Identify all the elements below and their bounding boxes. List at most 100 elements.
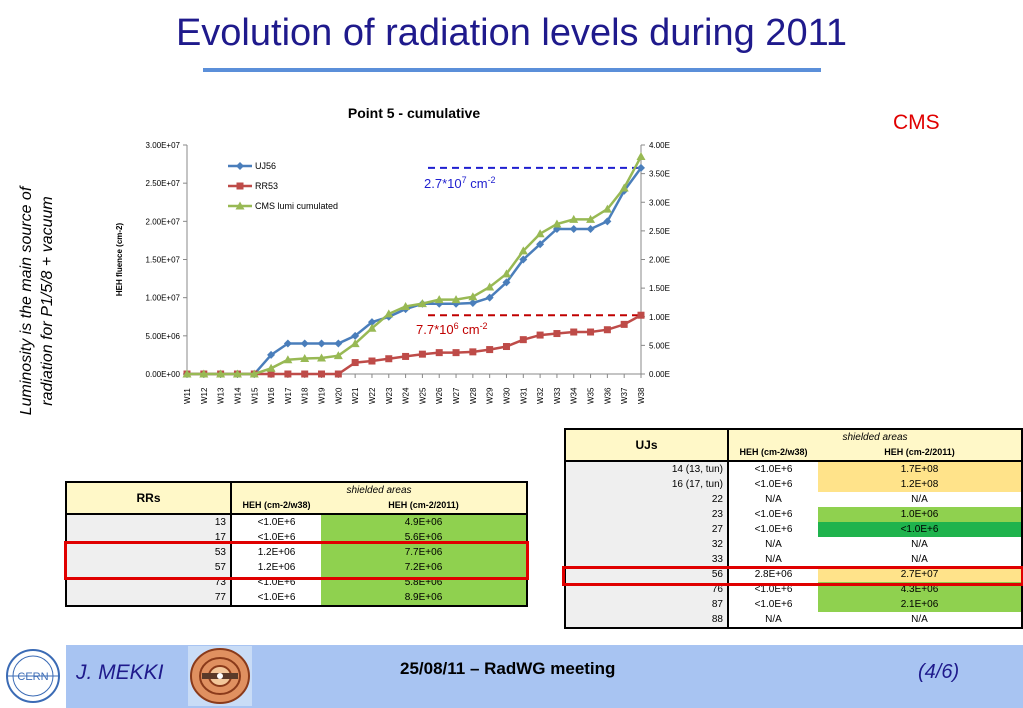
data-point — [333, 351, 343, 360]
cumulative-chart: Point 5 - cumulative 0.00E+00 5.00E+06 1.00… — [115, 105, 670, 404]
uj-cell-w38: N/A — [765, 494, 782, 505]
left-tick-label: 0.00E+00 — [146, 370, 181, 379]
x-tick-label: W34 — [570, 387, 579, 404]
uj-row-label: 27 — [566, 522, 729, 537]
x-tick-label: W31 — [519, 387, 528, 404]
cms-label: CMS — [893, 111, 940, 134]
footer-page-number: (4/6) — [918, 661, 960, 683]
x-tick-label: W13 — [217, 387, 226, 404]
series-line — [187, 167, 643, 376]
rr-highlight-box — [64, 541, 529, 580]
right-tick-label: 5.00E+02 — [649, 341, 670, 350]
data-point — [435, 299, 444, 308]
x-tick-label: W18 — [301, 387, 310, 404]
x-tick-label: W15 — [250, 387, 259, 404]
rr-row: 77 <1.0E+6 8.9E+06 — [67, 590, 526, 605]
data-point — [468, 292, 478, 301]
left-tick-label: 2.50E+07 — [146, 179, 181, 188]
data-point — [368, 357, 376, 365]
data-point — [553, 330, 561, 338]
data-point — [587, 328, 595, 336]
detector-logo-icon — [188, 646, 252, 706]
x-tick-label: W29 — [486, 387, 495, 404]
uj-row: 88 N/A N/A — [566, 612, 1021, 627]
x-tick-label: W38 — [637, 387, 646, 404]
right-tick-label: 3.00E+03 — [649, 198, 670, 207]
rr-cell-w38: 1.2E+06 — [257, 562, 296, 573]
rr-row: 53 1.2E+06 7.7E+06 — [67, 545, 526, 560]
uj-table: UJs shielded areas HEH (cm-2/w38) HEH (c… — [564, 428, 1023, 629]
uj-row-label: 33 — [566, 552, 729, 567]
uj-cell-2011: N/A — [911, 494, 928, 505]
title-underline — [203, 68, 821, 72]
data-point — [452, 299, 461, 308]
data-point — [637, 311, 645, 319]
uj-row: 87 <1.0E+6 2.1E+06 — [566, 597, 1021, 612]
rr-row-label: 77 — [67, 590, 232, 605]
uj-cell-2011: N/A — [911, 554, 928, 565]
x-tick-label: W12 — [200, 387, 209, 404]
data-point — [384, 309, 394, 318]
data-point — [334, 339, 343, 348]
data-point — [602, 204, 612, 213]
uj-shielded-label: shielded areas — [842, 432, 908, 443]
data-point — [402, 352, 410, 360]
rr-row-label: 53 — [67, 545, 232, 560]
data-point — [469, 348, 477, 356]
data-point — [536, 331, 544, 339]
uj-table-header: UJs — [566, 430, 729, 462]
x-tick-label: W32 — [536, 387, 545, 404]
right-tick-label: 2.00E+03 — [649, 256, 670, 265]
data-point — [232, 369, 242, 378]
rr-cell-2011: 7.7E+06 — [321, 545, 526, 560]
data-point — [502, 278, 511, 287]
x-tick-label: W26 — [435, 387, 444, 404]
rr-row-label: 13 — [67, 514, 232, 530]
series-line — [187, 155, 643, 376]
data-point — [216, 369, 226, 378]
data-point — [536, 240, 545, 249]
uj-cell-w38: <1.0E+6 — [754, 509, 793, 520]
data-point — [350, 339, 360, 348]
rr-cell-2011: 4.9E+06 — [321, 514, 526, 530]
data-point — [318, 370, 326, 378]
x-tick-label: W23 — [385, 387, 394, 404]
footer-author: J. MEKKI — [76, 661, 164, 684]
x-tick-label: W22 — [368, 387, 377, 404]
legend-label: UJ56 — [255, 161, 276, 171]
data-point — [552, 219, 562, 228]
uj-row: 56 2.8E+06 2.7E+07 — [566, 567, 1021, 582]
data-point — [637, 163, 645, 172]
x-tick-label: W27 — [452, 387, 461, 404]
x-tick-label: W17 — [284, 387, 293, 404]
chart-title: Point 5 - cumulative — [348, 105, 480, 121]
data-point — [417, 299, 427, 308]
data-point — [367, 318, 376, 327]
x-tick-label: W30 — [502, 387, 511, 404]
x-tick-label: W36 — [603, 387, 612, 404]
uj-row: 32 N/A N/A — [566, 537, 1021, 552]
uj-row: 16 (17, tun) <1.0E+6 1.2E+08 — [566, 477, 1021, 492]
uj-row-label: 87 — [566, 597, 729, 612]
rr-cell-w38: <1.0E+6 — [257, 577, 296, 588]
rr-col2-header: HEH (cm-2/2011) — [321, 498, 526, 515]
data-point — [486, 346, 494, 354]
x-tick-label: W28 — [469, 387, 478, 404]
uj-cell-2011: 1.2E+08 — [818, 477, 1021, 492]
uj-cell-2011: 2.1E+06 — [818, 597, 1021, 612]
legend-marker — [236, 182, 244, 190]
uj-cell-w38: N/A — [765, 614, 782, 625]
uj-cell-w38: N/A — [765, 539, 782, 550]
uj-cell-2011: 1.0E+06 — [818, 507, 1021, 522]
uj-cell-w38: <1.0E+6 — [754, 479, 793, 490]
legend-label: RR53 — [255, 181, 278, 191]
left-tick-label: 5.00E+06 — [146, 332, 181, 341]
cern-logo-text: CERN — [17, 671, 48, 683]
x-tick-label: W11 — [183, 388, 192, 404]
data-point — [452, 349, 460, 357]
data-point — [317, 339, 326, 348]
uj-row-label: 22 — [566, 492, 729, 507]
legend-marker — [235, 201, 245, 210]
uj-row: 14 (13, tun) <1.0E+6 1.7E+08 — [566, 461, 1021, 477]
slide-title: Evolution of radiation levels during 201… — [175, 12, 848, 54]
